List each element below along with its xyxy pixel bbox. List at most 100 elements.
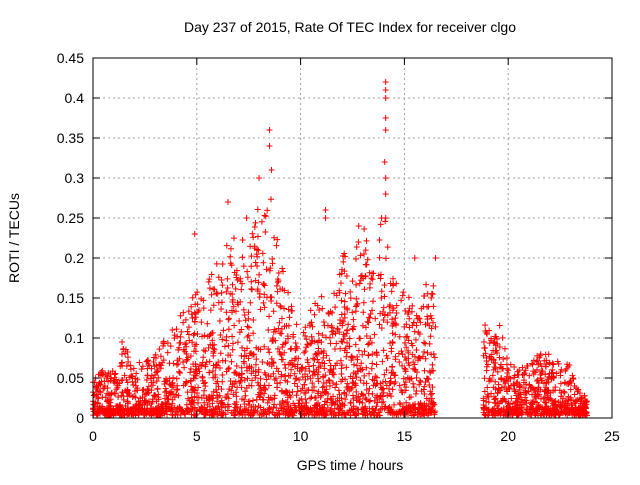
data-point-marker [277,304,284,311]
data-point-marker [99,367,106,374]
data-point-marker [249,230,256,237]
data-point-marker [244,323,251,330]
data-point-marker [193,341,200,348]
data-point-marker [254,286,261,293]
data-point-marker [550,361,557,368]
data-point-marker [549,360,556,367]
data-point-marker [401,323,408,330]
data-point-marker [173,375,180,382]
data-point-marker [270,404,277,411]
data-point-marker [144,399,151,406]
y-axis-label: ROTI / TECUs [6,193,22,283]
data-point-marker [388,393,395,400]
data-point-marker [413,374,420,381]
data-point-marker [427,388,434,395]
data-point-marker [395,350,402,357]
data-point-marker [256,294,263,301]
data-point-marker [190,361,197,368]
data-point-marker [500,405,507,412]
data-point-marker [107,375,114,382]
data-point-marker [546,370,553,377]
data-point-marker [213,380,220,387]
data-point-marker [252,407,259,414]
data-point-marker [357,252,364,259]
data-point-marker [373,374,380,381]
data-point-marker [360,299,367,306]
data-point-marker [153,369,160,376]
data-point-marker [101,383,108,390]
data-point-marker [332,412,339,419]
data-point-marker [518,404,525,411]
data-point-marker [175,346,182,353]
data-point-marker [248,253,255,260]
data-point-marker [187,365,194,372]
data-point-marker [345,383,352,390]
data-point-marker [282,339,289,346]
data-point-marker [243,384,250,391]
data-point-marker [406,362,413,369]
data-point-marker [301,381,308,388]
data-point-marker [311,338,318,345]
data-point-marker [373,361,380,368]
data-point-marker [274,279,281,286]
data-point-marker [339,409,346,416]
data-point-marker [232,378,239,385]
data-point-marker [152,355,159,362]
data-point-marker [428,395,435,402]
data-point-marker [307,375,314,382]
data-point-marker [403,344,410,351]
data-point-marker [386,303,393,310]
data-point-marker [549,366,556,373]
data-point-marker [306,368,313,375]
data-point-marker [119,351,126,358]
data-point-marker [170,374,177,381]
data-point-marker [132,375,139,382]
data-point-marker [266,410,273,417]
data-point-marker [189,294,196,301]
data-point-marker [257,375,264,382]
data-point-marker [159,401,166,408]
data-point-marker [233,393,240,400]
data-point-marker [277,302,284,309]
data-point-marker [219,261,226,268]
data-point-marker [129,410,136,417]
data-point-marker [576,390,583,397]
data-point-marker [285,406,292,413]
data-point-marker [553,370,560,377]
data-point-marker [254,233,261,240]
data-point-marker [364,318,371,325]
data-point-marker [404,408,411,415]
data-point-marker [128,411,135,418]
data-point-marker [218,276,225,283]
data-point-marker [344,380,351,387]
data-point-marker [182,316,189,323]
data-point-marker [220,411,227,418]
y-tick-label: 0.45 [57,50,84,66]
data-point-marker [325,376,332,383]
data-point-marker [395,411,402,418]
data-point-marker [118,360,125,367]
data-point-marker [233,363,240,370]
data-point-marker [341,250,348,257]
data-point-marker [511,374,518,381]
data-point-marker [384,312,391,319]
data-point-marker [198,295,205,302]
data-point-marker [279,398,286,405]
data-point-marker [306,409,313,416]
data-point-marker [321,365,328,372]
data-point-marker [191,231,198,237]
data-point-marker [304,359,311,366]
data-point-marker [360,309,367,316]
data-point-marker [327,408,334,415]
data-point-marker [366,398,373,405]
data-point-marker [423,375,430,382]
data-point-marker [542,409,549,416]
data-point-marker [501,345,508,352]
data-point-marker [271,234,278,241]
data-point-marker [292,375,299,382]
data-point-marker [119,389,126,396]
data-point-marker [491,363,498,370]
data-point-marker [246,337,253,344]
data-point-marker [287,372,294,379]
data-point-marker [128,372,135,379]
